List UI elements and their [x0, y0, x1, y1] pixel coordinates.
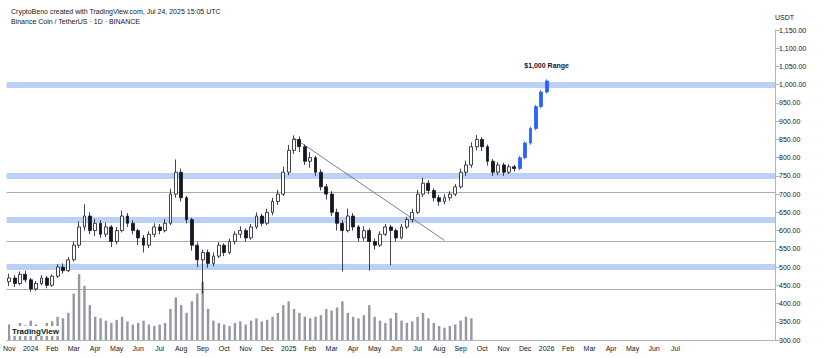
- svg-text:950.00: 950.00: [779, 99, 801, 106]
- svg-text:Jun: Jun: [133, 345, 144, 352]
- svg-text:May: May: [626, 345, 640, 353]
- svg-text:Jul: Jul: [671, 345, 680, 352]
- svg-text:350.00: 350.00: [779, 318, 801, 325]
- svg-text:2025: 2025: [281, 345, 297, 352]
- svg-text:1,150.00: 1,150.00: [779, 27, 806, 34]
- svg-text:CryptoBeno created with Tradin: CryptoBeno created with TradingView.com,…: [11, 8, 221, 16]
- svg-text:USDT: USDT: [775, 14, 795, 21]
- svg-text:Aug: Aug: [175, 345, 188, 353]
- svg-text:Apr: Apr: [90, 345, 102, 353]
- svg-text:$1,000 Range: $1,000 Range: [524, 62, 569, 70]
- svg-text:Sep: Sep: [196, 345, 209, 353]
- svg-text:Oct: Oct: [219, 345, 230, 352]
- svg-text:1,100.00: 1,100.00: [779, 45, 806, 52]
- svg-text:Jul: Jul: [155, 345, 164, 352]
- svg-text:Binance Coin / TetherUS · 1D ·: Binance Coin / TetherUS · 1D · BINANCE: [11, 18, 140, 25]
- svg-text:Feb: Feb: [304, 345, 316, 352]
- svg-text:850.00: 850.00: [779, 136, 801, 143]
- svg-text:700.00: 700.00: [779, 191, 801, 198]
- svg-text:Nov: Nov: [239, 345, 252, 352]
- svg-text:Feb: Feb: [46, 345, 58, 352]
- svg-text:600.00: 600.00: [779, 227, 801, 234]
- svg-text:900.00: 900.00: [779, 118, 801, 125]
- svg-text:Jul: Jul: [413, 345, 422, 352]
- svg-text:Jun: Jun: [648, 345, 659, 352]
- svg-text:Mar: Mar: [326, 345, 339, 352]
- svg-text:Aug: Aug: [433, 345, 446, 353]
- svg-text:400.00: 400.00: [779, 300, 801, 307]
- svg-text:Mar: Mar: [584, 345, 597, 352]
- svg-text:Nov: Nov: [3, 345, 16, 352]
- svg-text:650.00: 650.00: [779, 209, 801, 216]
- svg-text:2026: 2026: [539, 345, 555, 352]
- svg-text:Mar: Mar: [68, 345, 81, 352]
- svg-text:TradingView: TradingView: [12, 327, 60, 336]
- svg-text:1,000.00: 1,000.00: [779, 81, 806, 88]
- svg-text:May: May: [368, 345, 382, 353]
- svg-text:750.00: 750.00: [779, 172, 801, 179]
- svg-text:2024: 2024: [23, 345, 39, 352]
- svg-text:Dec: Dec: [519, 345, 532, 352]
- svg-text:800.00: 800.00: [779, 154, 801, 161]
- svg-text:Oct: Oct: [477, 345, 488, 352]
- svg-text:Feb: Feb: [562, 345, 574, 352]
- svg-text:550.00: 550.00: [779, 245, 801, 252]
- svg-text:Jun: Jun: [390, 345, 401, 352]
- svg-text:1,050.00: 1,050.00: [779, 63, 806, 70]
- svg-text:Apr: Apr: [606, 345, 618, 353]
- svg-text:500.00: 500.00: [779, 264, 801, 271]
- svg-text:Apr: Apr: [348, 345, 360, 353]
- svg-text:Nov: Nov: [497, 345, 510, 352]
- svg-text:Dec: Dec: [261, 345, 274, 352]
- svg-text:450.00: 450.00: [779, 282, 801, 289]
- svg-text:Sep: Sep: [454, 345, 467, 353]
- svg-text:May: May: [110, 345, 124, 353]
- svg-text:300.00: 300.00: [779, 337, 801, 344]
